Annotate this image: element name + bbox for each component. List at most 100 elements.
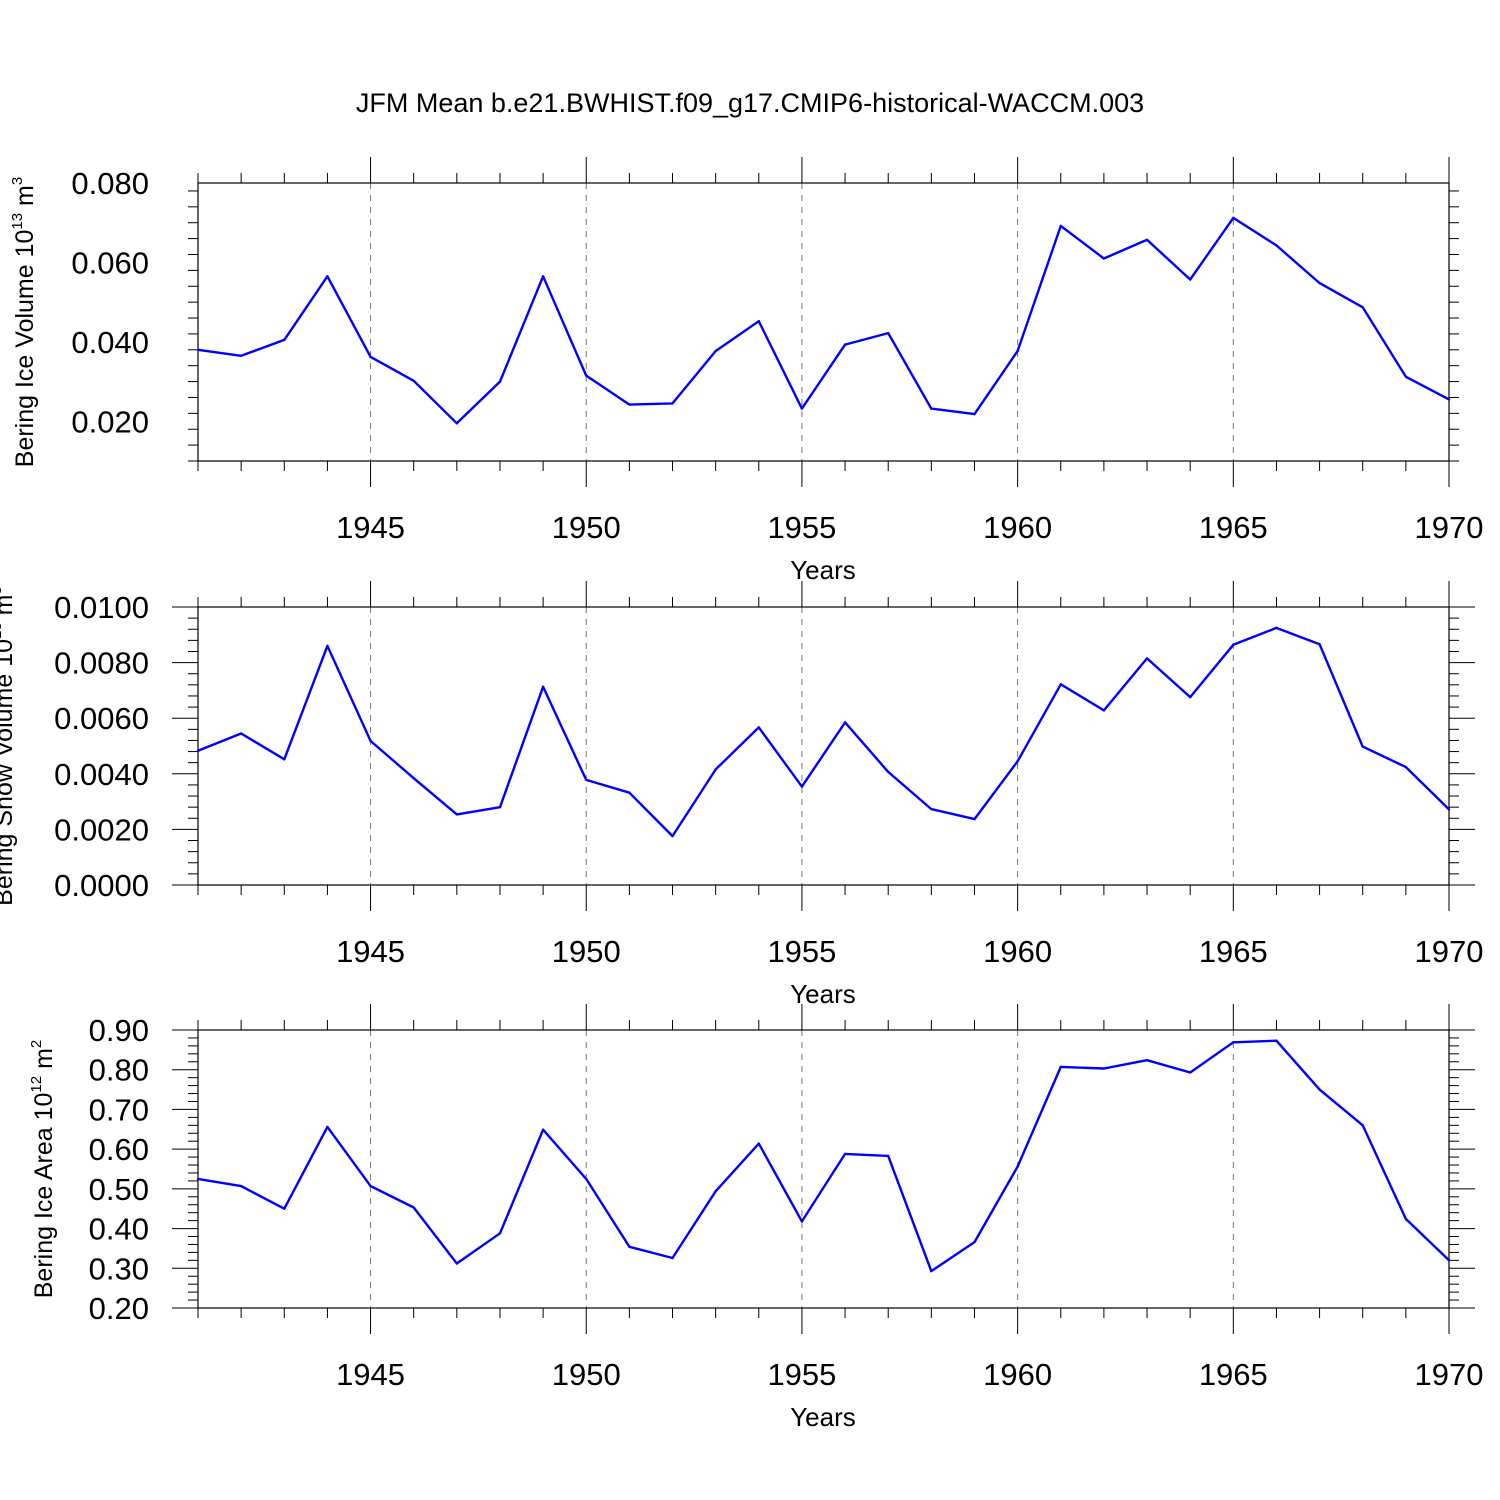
x-axis-label: Years xyxy=(790,1402,856,1432)
data-point xyxy=(1447,808,1451,811)
panel-2: 0.0000 0.0020 0.0040 0.0060 0.0080 0.0100 1945… xyxy=(0,581,1483,1009)
data-point xyxy=(369,1184,372,1188)
data-point xyxy=(1361,306,1364,309)
data-point xyxy=(585,1177,588,1181)
plot-frame xyxy=(197,1029,1450,1309)
data-point xyxy=(326,1125,329,1129)
y-tick-label: 0.0000 xyxy=(54,868,149,903)
data-point xyxy=(1188,278,1192,281)
data-point xyxy=(196,1177,200,1181)
y-tick-label: 0.80 xyxy=(89,1053,149,1088)
data-point xyxy=(1145,1058,1149,1062)
x-tick-label: 1970 xyxy=(1415,934,1484,969)
plot-frame xyxy=(197,606,1450,886)
x-tick-label: 1950 xyxy=(552,1357,621,1392)
data-point xyxy=(1059,683,1062,686)
y-tick-label: 0.080 xyxy=(71,166,149,201)
y-tick-label: 0.060 xyxy=(71,245,149,280)
data-point xyxy=(1318,643,1321,646)
data-point xyxy=(628,1245,631,1249)
series-line xyxy=(197,626,1450,838)
y-tick-label: 0.30 xyxy=(89,1251,149,1286)
data-point xyxy=(887,1154,890,1158)
data-point xyxy=(1232,643,1235,647)
x-tick-label: 1960 xyxy=(983,1357,1052,1392)
data-point xyxy=(973,412,976,416)
data-point xyxy=(369,355,372,359)
data-point xyxy=(843,721,847,724)
x-tick-label: 1965 xyxy=(1199,510,1268,545)
data-point xyxy=(412,1206,415,1209)
data-point xyxy=(973,817,976,821)
data-point xyxy=(887,331,890,335)
data-point xyxy=(1145,238,1149,241)
data-point xyxy=(1361,745,1364,748)
x-tick-label: 1970 xyxy=(1415,1357,1484,1392)
data-point xyxy=(930,1269,933,1273)
data-point xyxy=(239,1184,243,1188)
data-point xyxy=(541,1128,545,1131)
data-point xyxy=(1016,760,1019,763)
data-point xyxy=(1275,1039,1278,1042)
data-point xyxy=(1059,1065,1062,1069)
y-tick-label: 0.60 xyxy=(89,1132,149,1167)
data-point xyxy=(671,1256,674,1260)
data-point xyxy=(196,348,200,351)
data-point xyxy=(973,1240,976,1244)
data-point xyxy=(196,749,200,752)
x-axis-label: Years xyxy=(790,979,856,1009)
data-point xyxy=(1016,1165,1019,1168)
data-point xyxy=(843,1152,847,1156)
y-tick-label: 0.020 xyxy=(71,404,149,439)
data-point xyxy=(887,770,890,774)
x-tick-label: 1945 xyxy=(336,934,405,969)
data-point xyxy=(843,343,847,346)
data-point xyxy=(1404,1217,1408,1221)
chart-title: JFM Mean b.e21.BWHIST.f09_g17.CMIP6-hist… xyxy=(355,88,1145,118)
data-point xyxy=(1361,1124,1364,1127)
data-point xyxy=(1016,349,1019,353)
data-point xyxy=(541,685,545,688)
plot-frame xyxy=(197,182,1450,462)
data-point xyxy=(1318,281,1321,285)
data-point xyxy=(1232,216,1235,220)
data-point xyxy=(455,422,459,425)
data-point xyxy=(239,354,243,357)
data-point xyxy=(283,1207,286,1210)
data-point xyxy=(1188,695,1192,699)
data-point xyxy=(930,407,933,410)
x-tick-label: 1950 xyxy=(552,510,621,545)
data-point xyxy=(800,1220,804,1223)
x-tick-label: 1955 xyxy=(767,510,836,545)
y-tick-label: 0.0020 xyxy=(54,812,149,847)
y-axis-label: Bering Ice Area 1012 m2 xyxy=(28,1040,58,1299)
x-tick-label: 1955 xyxy=(767,934,836,969)
data-point xyxy=(541,275,545,278)
data-point xyxy=(1404,765,1408,769)
data-point xyxy=(1275,626,1278,630)
x-tick-label: 1945 xyxy=(336,1357,405,1392)
data-point xyxy=(455,813,459,816)
data-point xyxy=(283,338,286,342)
x-tick-label: 1965 xyxy=(1199,1357,1268,1392)
y-tick-label: 0.0040 xyxy=(54,757,149,792)
x-axis-label: Years xyxy=(790,555,856,585)
panel-3: 0.20 0.30 0.40 0.50 0.60 0.70 0.80 0.90 1945 1950… xyxy=(28,1004,1483,1432)
data-point xyxy=(714,1190,717,1193)
data-point xyxy=(412,379,415,382)
data-point xyxy=(1447,1259,1451,1262)
data-point xyxy=(1447,398,1451,401)
y-tick-label: 0.70 xyxy=(89,1092,149,1127)
x-tick-label: 1955 xyxy=(767,1357,836,1392)
y-tick-label: 0.50 xyxy=(89,1172,149,1207)
y-tick-label: 0.0080 xyxy=(54,646,149,681)
y-tick-label: 0.0100 xyxy=(54,590,149,625)
data-point xyxy=(671,834,674,838)
y-axis-label: Bering Snow Volume 1013 m3 xyxy=(0,586,18,906)
series-line xyxy=(197,216,1450,425)
data-point xyxy=(498,380,502,383)
data-point xyxy=(1102,257,1106,260)
data-point xyxy=(498,805,502,809)
data-point xyxy=(757,726,760,729)
